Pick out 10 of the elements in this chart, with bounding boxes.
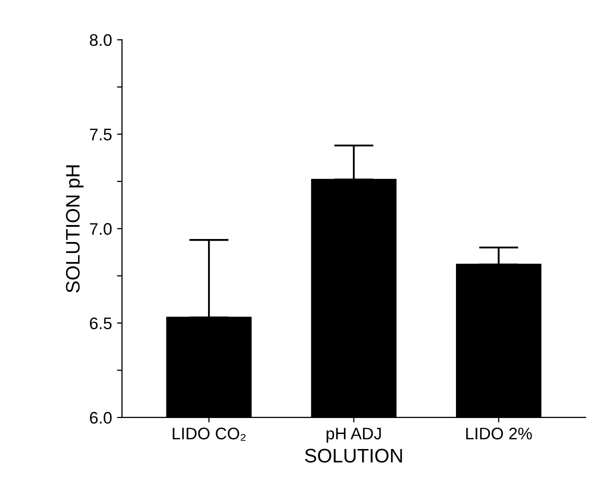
y-tick-label: 7.0: [90, 223, 112, 235]
x-tick-label: pH ADJ: [326, 428, 381, 443]
x-tick-label: LIDO CO₂: [172, 428, 246, 441]
y-tick-label: 6.5: [90, 317, 112, 330]
y-axis-title: SOLUTION pH: [66, 165, 84, 293]
x-tick-label: LIDO 2%: [466, 428, 532, 440]
y-tick-label: 8.0: [90, 34, 112, 46]
x-axis-title: SOLUTION: [304, 448, 402, 463]
y-tick-label: 7.5: [90, 128, 112, 140]
y-tick-label: 6.0: [90, 412, 112, 424]
